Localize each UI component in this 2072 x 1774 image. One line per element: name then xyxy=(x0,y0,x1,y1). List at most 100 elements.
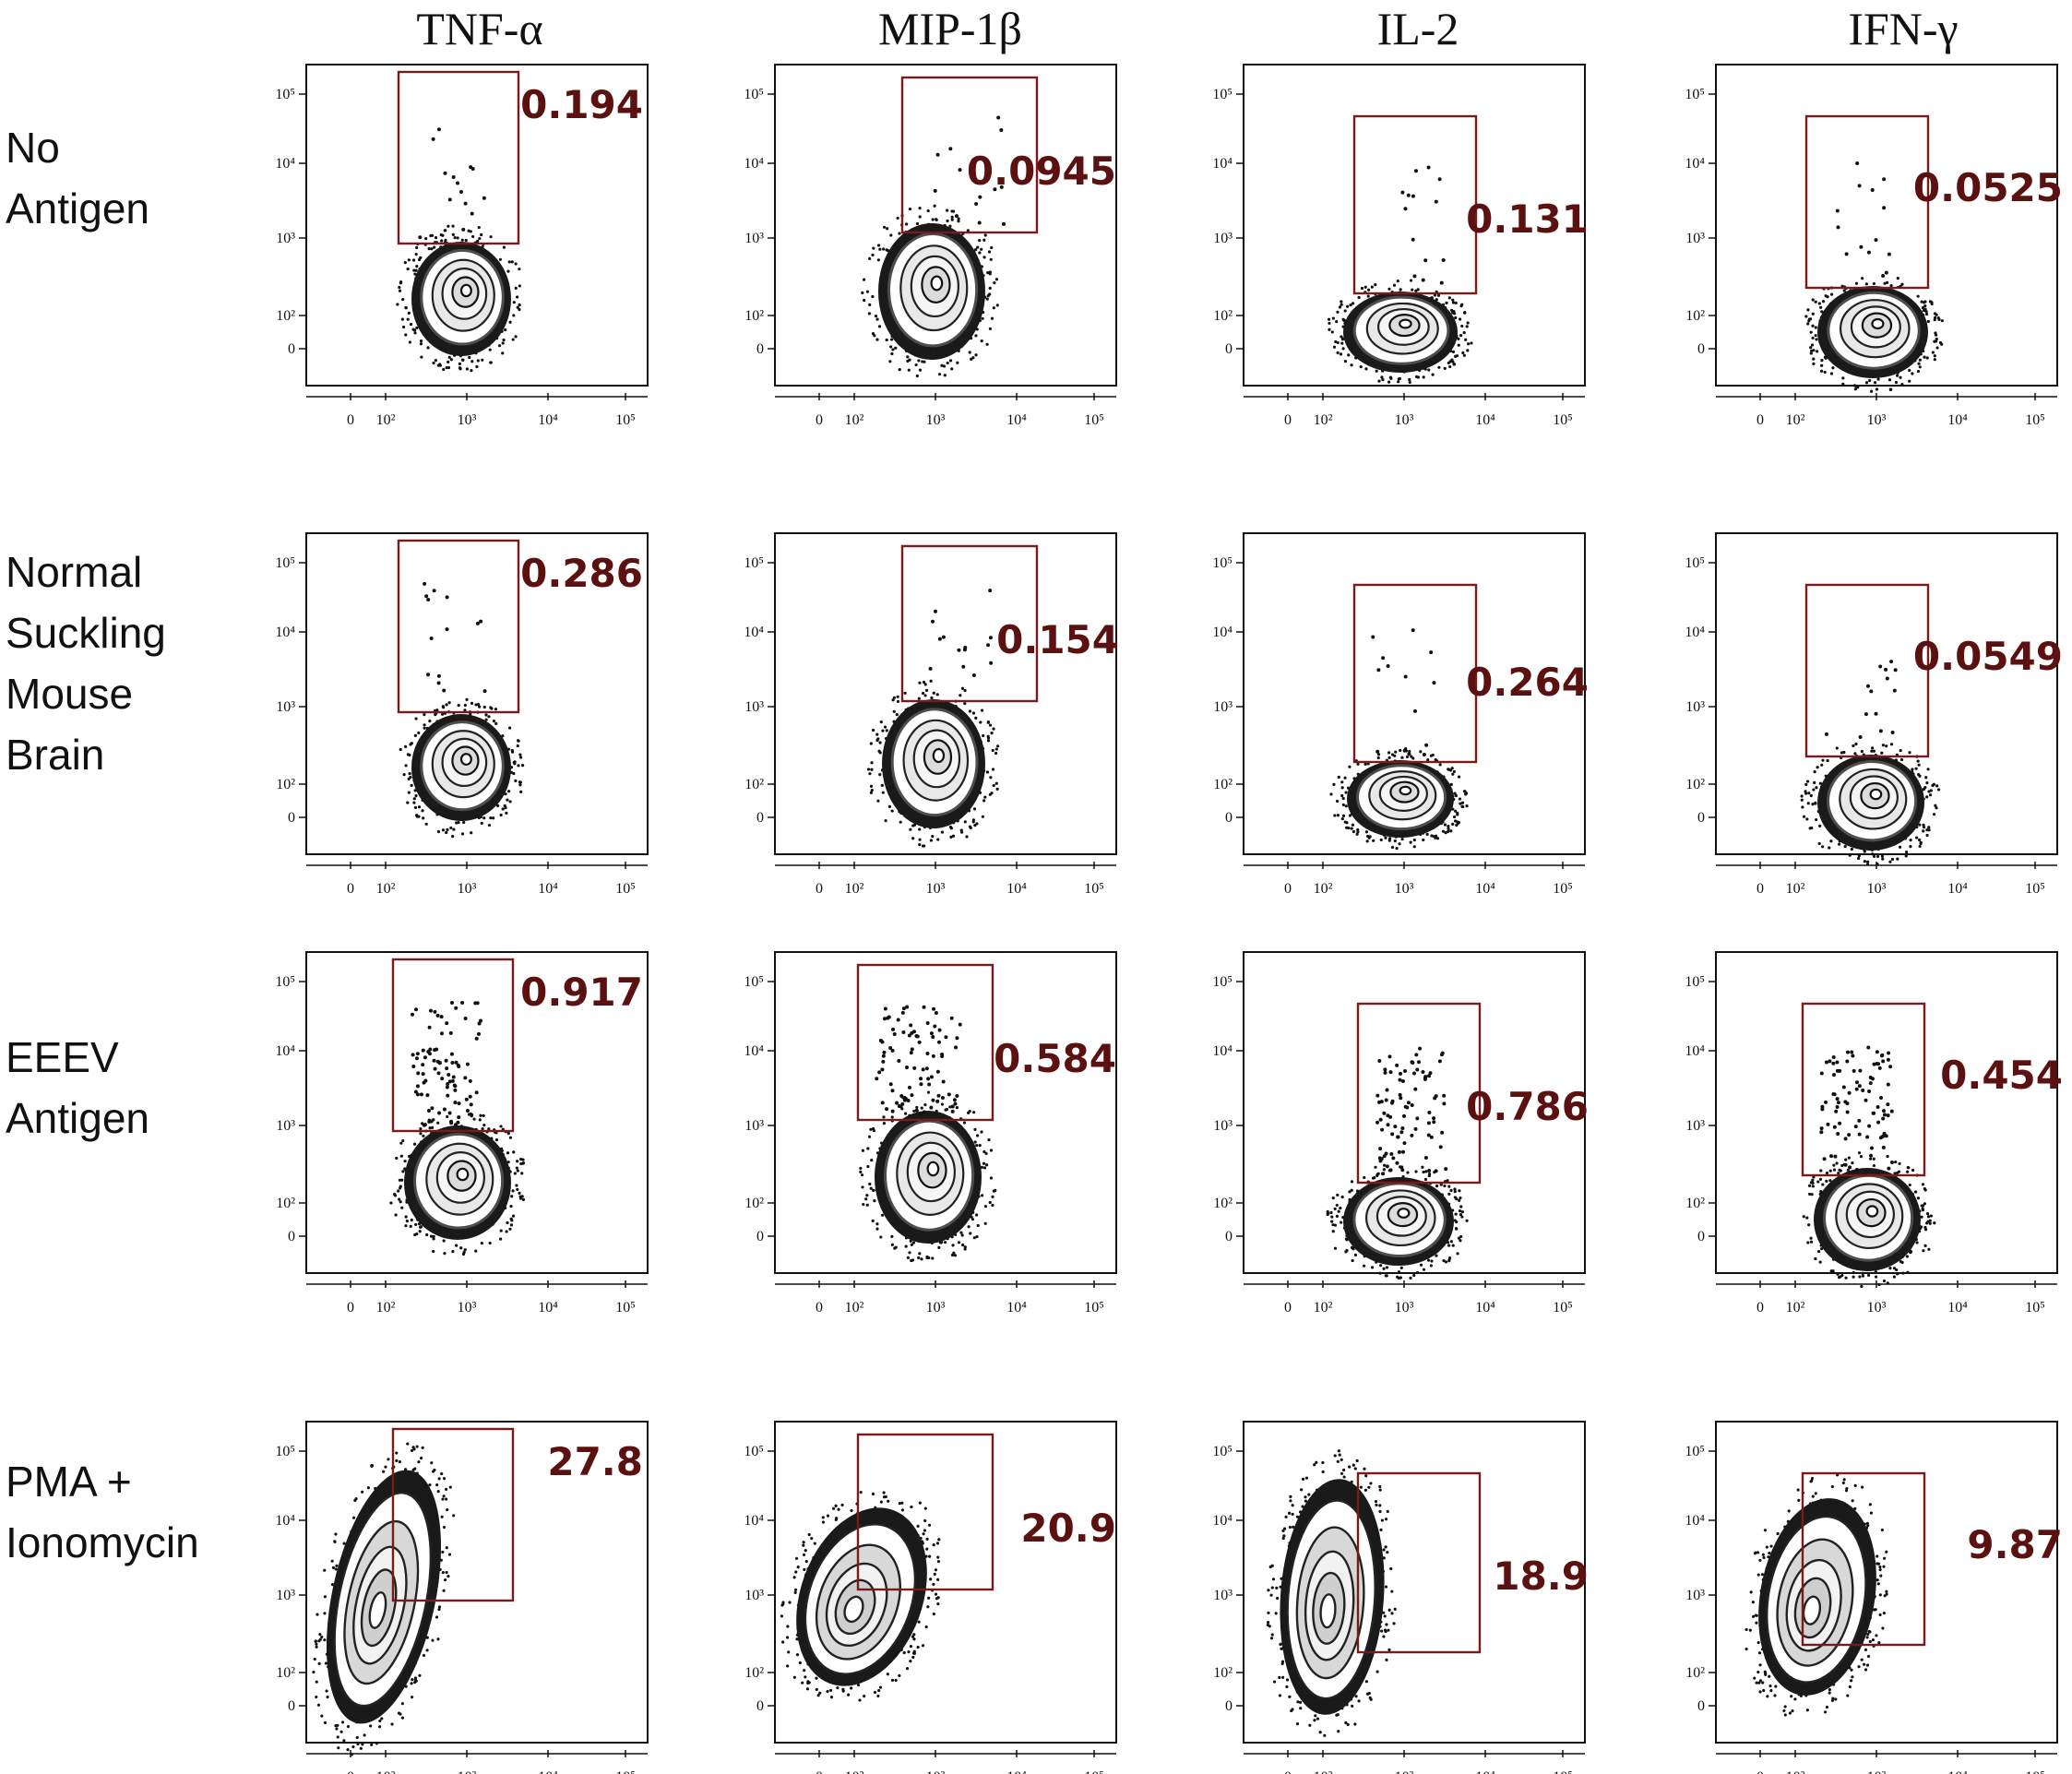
event-dot xyxy=(986,720,990,724)
gate-event-dot xyxy=(1888,1065,1893,1069)
gate-event-dot xyxy=(421,1048,425,1053)
event-dot xyxy=(1330,1215,1334,1219)
event-dot xyxy=(336,1735,339,1739)
event-dot xyxy=(1765,1545,1768,1549)
event-dot xyxy=(1321,1460,1325,1465)
x-tick-label: 10³ xyxy=(926,881,946,897)
event-dot xyxy=(496,804,500,807)
event-dot xyxy=(353,1498,357,1503)
gate-event-dot xyxy=(1390,1132,1395,1137)
event-dot xyxy=(508,320,512,324)
gate-event-dot xyxy=(411,1065,416,1069)
event-dot xyxy=(1819,1190,1823,1194)
x-tick-label: 0 xyxy=(1756,412,1764,428)
event-dot xyxy=(1340,817,1344,821)
event-dot xyxy=(788,1601,792,1604)
gate-percentage: 0.286 xyxy=(520,551,643,596)
gate-event-dot xyxy=(445,1066,449,1071)
event-dot xyxy=(1835,746,1839,750)
event-dot xyxy=(1923,1244,1927,1247)
event-dot xyxy=(968,1109,971,1113)
event-dot xyxy=(1896,276,1899,280)
event-dot xyxy=(917,1620,921,1624)
gate-event-dot xyxy=(1388,1070,1393,1075)
event-dot xyxy=(1908,368,1911,373)
y-tick-label: 10⁴ xyxy=(744,1043,764,1059)
event-dot xyxy=(441,828,446,832)
gate-event-dot xyxy=(463,1016,468,1020)
event-dot xyxy=(991,748,994,753)
gate-event-dot xyxy=(900,1010,905,1015)
event-dot xyxy=(432,1234,435,1239)
x-tick-label: 10³ xyxy=(1395,1769,1414,1774)
gate-event-dot xyxy=(1831,1061,1836,1066)
y-tick-label: 10³ xyxy=(276,699,295,715)
event-dot xyxy=(906,1256,910,1259)
gate-event-dot xyxy=(935,1099,940,1103)
x-tick-label: 10² xyxy=(1786,1769,1805,1774)
event-dot xyxy=(1400,756,1404,759)
gate-event-dot xyxy=(1377,1156,1382,1161)
event-dot xyxy=(866,768,871,771)
gate-event-dot xyxy=(447,1079,452,1084)
gate-event-dot xyxy=(1414,1053,1419,1057)
y-tick-label: 10³ xyxy=(744,1118,764,1134)
event-dot xyxy=(502,245,506,249)
gate-event-dot xyxy=(1859,244,1864,249)
gate-event-dot xyxy=(1854,1087,1859,1091)
event-dot xyxy=(492,719,496,723)
x-tick-label: 10² xyxy=(1786,1300,1805,1316)
y-tick-label: 10⁴ xyxy=(275,625,295,640)
event-dot xyxy=(911,1655,915,1659)
gate-event-dot xyxy=(1403,1068,1408,1073)
event-dot xyxy=(334,1532,338,1536)
x-tick-label: 10³ xyxy=(1867,412,1887,428)
event-dot xyxy=(1384,1585,1388,1589)
gate-event-dot xyxy=(878,1039,883,1043)
gate-event-dot xyxy=(1847,1133,1852,1137)
gate-event-dot xyxy=(1384,1151,1388,1156)
y-tick-label: 10⁵ xyxy=(744,974,764,990)
gate-event-dot xyxy=(445,1021,449,1026)
event-dot xyxy=(420,355,423,359)
event-dot xyxy=(1876,863,1879,866)
event-dot xyxy=(815,1676,818,1680)
y-tick-label: 10² xyxy=(276,1665,295,1681)
x-tick-label: 10³ xyxy=(1395,881,1414,897)
event-dot xyxy=(1829,292,1834,296)
event-dot xyxy=(409,775,412,780)
y-tick-label: 10² xyxy=(276,777,295,792)
event-dot xyxy=(936,1602,940,1606)
gate-event-dot xyxy=(450,1000,455,1005)
event-dot xyxy=(1410,755,1413,758)
event-dot xyxy=(1339,352,1343,356)
event-dot xyxy=(922,680,926,685)
event-dot xyxy=(315,1695,318,1699)
event-dot xyxy=(1872,1157,1876,1161)
event-dot xyxy=(876,799,880,803)
population-contour xyxy=(930,275,944,292)
event-dot xyxy=(834,1518,838,1521)
event-dot xyxy=(1846,1694,1850,1697)
event-dot xyxy=(1431,373,1435,376)
event-dot xyxy=(1422,1268,1426,1271)
event-dot xyxy=(510,260,514,264)
gate-event-dot xyxy=(877,1070,882,1075)
event-dot xyxy=(518,303,521,307)
event-dot xyxy=(1269,1593,1273,1597)
event-dot xyxy=(1810,343,1815,347)
x-tick-label: 10³ xyxy=(1395,1300,1414,1316)
event-dot xyxy=(1763,1529,1768,1532)
event-dot xyxy=(1433,293,1437,297)
x-tick-label: 10² xyxy=(376,1769,396,1774)
event-dot xyxy=(1825,1705,1829,1709)
event-dot xyxy=(396,303,399,306)
event-dot xyxy=(1365,839,1369,843)
event-dot xyxy=(437,1605,442,1609)
gate-box xyxy=(1356,1002,1482,1185)
gate-event-dot xyxy=(1402,1141,1407,1146)
gate-event-dot xyxy=(478,1018,482,1023)
event-dot xyxy=(909,827,912,831)
